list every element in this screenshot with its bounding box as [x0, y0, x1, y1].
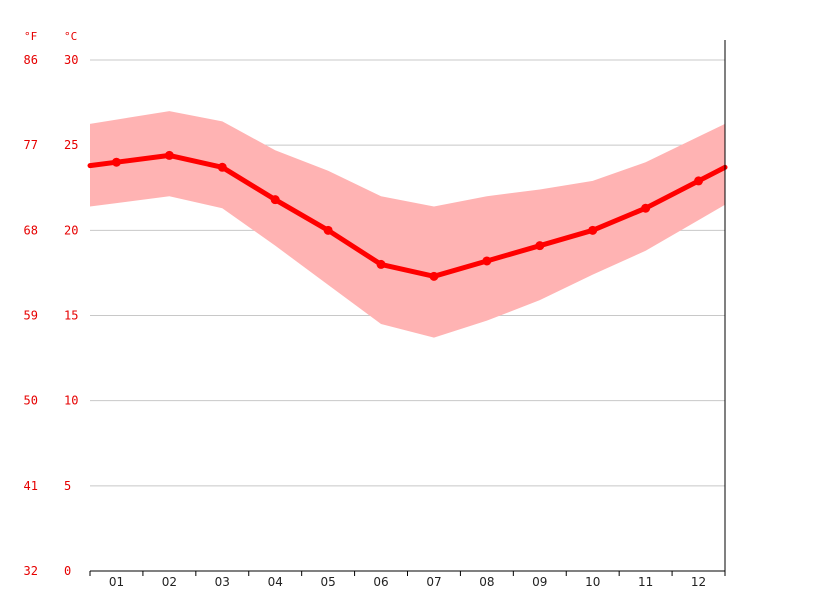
x-tick-label: 03: [215, 575, 230, 589]
y-tick-label-fahrenheit: 32: [24, 564, 38, 578]
y-tick-label-celsius: 30: [64, 53, 78, 67]
y-tick-label-celsius: 5: [64, 479, 71, 493]
y-tick-label-celsius: 10: [64, 394, 78, 408]
y-tick-label-fahrenheit: 50: [24, 394, 38, 408]
x-tick-label: 02: [162, 575, 177, 589]
x-tick-label: 05: [320, 575, 335, 589]
y-tick-label-fahrenheit: 41: [24, 479, 38, 493]
data-point: [694, 176, 704, 186]
data-point: [164, 150, 174, 160]
y-tick-label-celsius: 0: [64, 564, 71, 578]
y-tick-label-celsius: 15: [64, 309, 78, 323]
data-point: [270, 195, 280, 205]
data-point: [217, 162, 227, 172]
y-tick-label-fahrenheit: 68: [24, 223, 38, 237]
axis-labels: °F °C 86 30 77 25 68 20 59 15 50 10 41 5 32 0: [24, 30, 79, 578]
y-tick-label-celsius: 20: [64, 223, 78, 237]
x-tick-label: 12: [691, 575, 706, 589]
y-tick-label-fahrenheit: 86: [24, 53, 38, 67]
data-point: [429, 271, 439, 281]
data-point: [535, 241, 545, 251]
data-point: [376, 259, 386, 269]
temperature-range-area: [90, 111, 725, 338]
axes: 01 02 03 04 05 06 07 08 09 10 11 12: [89, 40, 726, 589]
data-point: [482, 256, 492, 266]
x-tick-label: 04: [268, 575, 283, 589]
unit-label-celsius: °C: [64, 30, 77, 43]
data-point: [323, 225, 333, 235]
x-tick-label: 07: [426, 575, 441, 589]
x-tick-label: 09: [532, 575, 547, 589]
data-point: [641, 203, 651, 213]
average-temperature-line: [87, 152, 728, 279]
x-tick-label: 01: [109, 575, 124, 589]
x-tick-label: 08: [479, 575, 494, 589]
data-point: [588, 225, 598, 235]
x-tick-label: 11: [638, 575, 653, 589]
y-tick-label-celsius: 25: [64, 138, 78, 152]
unit-label-fahrenheit: °F: [24, 30, 37, 43]
x-tick-label: 06: [373, 575, 388, 589]
y-tick-label-fahrenheit: 59: [24, 309, 38, 323]
temperature-range-band: [90, 111, 725, 338]
x-tick-label: 10: [585, 575, 600, 589]
temperature-line: [87, 150, 728, 281]
y-tick-label-fahrenheit: 77: [24, 138, 38, 152]
data-point: [111, 157, 121, 167]
